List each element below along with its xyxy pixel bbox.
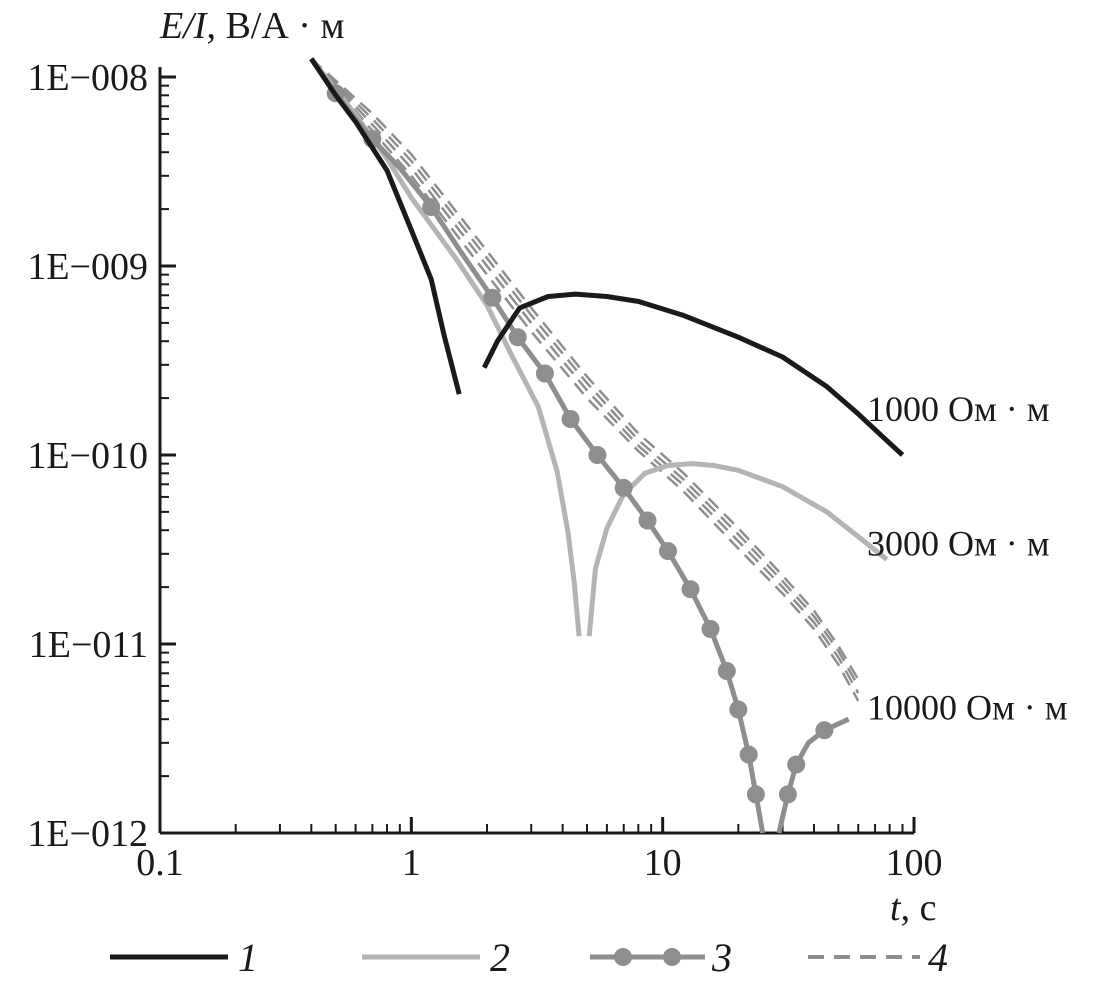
marker-markers-10000 <box>588 446 607 464</box>
series-curve-1000-early <box>309 57 462 395</box>
marker-markers-10000 <box>739 745 758 764</box>
marker-markers-10000 <box>638 511 657 530</box>
x-tick-label: 1 <box>402 842 421 884</box>
marker-markers-10000 <box>815 721 834 740</box>
marker-markers-10000 <box>717 662 736 680</box>
marker-markers-10000 <box>483 288 502 307</box>
marker-markers-10000 <box>787 755 806 774</box>
y-tick-label: 1E−010 <box>27 435 148 477</box>
marker-markers-10000 <box>746 785 765 804</box>
series-dashed-b <box>310 57 860 694</box>
series-curve-10000-late <box>776 716 850 834</box>
legend-item-1: 1 <box>110 935 258 980</box>
marker-markers-10000 <box>422 198 441 217</box>
marker-markers-10000 <box>778 785 797 804</box>
x-tick-label: 10 <box>644 842 682 884</box>
legend-item-3: 3 <box>590 935 732 980</box>
y-axis-title: E/I, В/А · м <box>159 5 344 47</box>
series-dashed-d <box>310 57 860 681</box>
series-curve-1000-late <box>481 291 905 457</box>
legend-marker-3a <box>614 948 632 966</box>
y-tick-label: 1E−009 <box>27 246 148 288</box>
marker-markers-10000 <box>535 364 554 383</box>
legend-label-2: 2 <box>490 935 510 980</box>
resistivity-label: 1000 Ом · м <box>867 389 1050 429</box>
legend-item-4: 4 <box>808 935 948 980</box>
marker-markers-10000 <box>729 700 748 719</box>
x-tick-label: 100 <box>886 842 943 884</box>
annotations: 1000 Ом · м 3000 Ом · м 10000 Ом · м <box>867 389 1068 728</box>
series-dashed-c <box>310 57 860 687</box>
resistivity-label: 3000 Ом · м <box>867 524 1050 564</box>
marker-markers-10000 <box>508 328 527 347</box>
marker-markers-10000 <box>561 410 580 428</box>
legend-item-2: 2 <box>362 935 510 980</box>
series-dashed-a <box>310 57 860 702</box>
series-curve-10000-early <box>309 57 766 834</box>
legend-label-1: 1 <box>238 935 258 980</box>
series-curve-3000-late <box>586 461 889 637</box>
legend: 1 2 3 4 <box>110 935 948 980</box>
legend-label-3: 3 <box>711 935 732 980</box>
marker-markers-10000 <box>659 542 677 561</box>
legend-label-4: 4 <box>928 935 948 980</box>
series-layer <box>309 57 905 834</box>
legend-marker-3b <box>663 948 681 966</box>
marker-markers-10000 <box>614 478 633 497</box>
marker-markers-10000 <box>681 580 700 599</box>
resistivity-label: 10000 Ом · м <box>867 688 1068 728</box>
x-tick-label: 0.1 <box>136 842 184 884</box>
y-tick-label: 1E−012 <box>27 813 148 855</box>
y-tick-label: 1E−008 <box>27 57 148 99</box>
marker-markers-10000 <box>701 620 720 638</box>
y-tick-label: 1E−011 <box>29 624 148 666</box>
x-axis-title: t, с <box>890 887 936 929</box>
